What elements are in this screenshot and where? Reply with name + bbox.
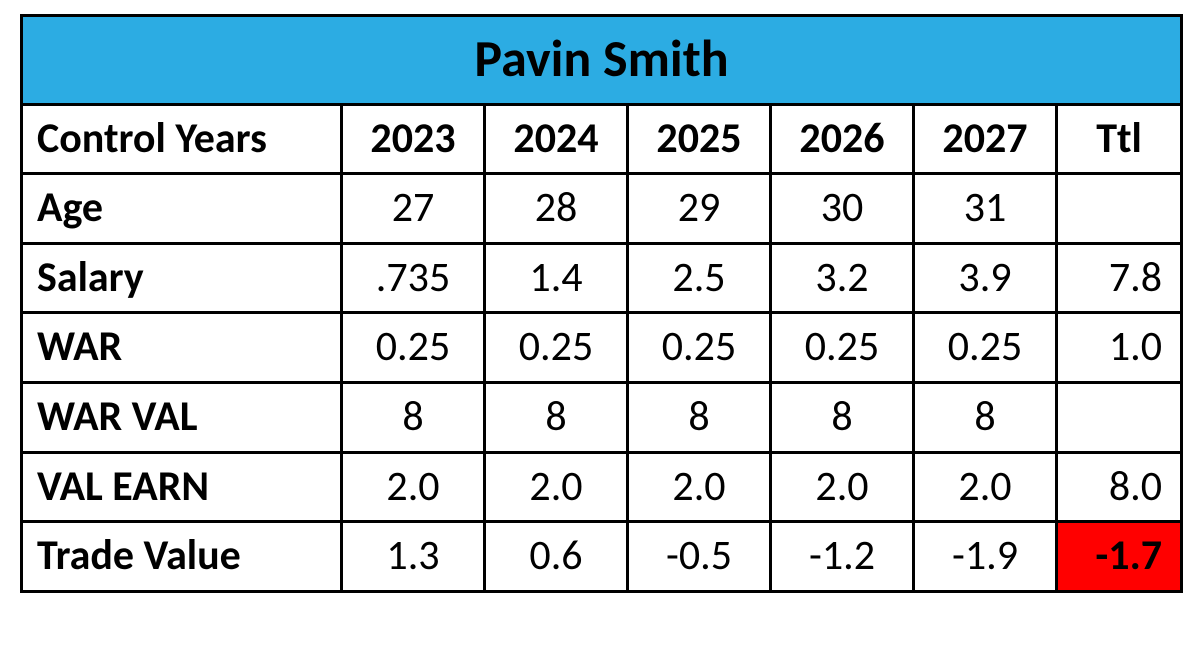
cell-value: 2.0 bbox=[342, 452, 485, 522]
row-val-earn: VAL EARN 2.0 2.0 2.0 2.0 2.0 8.0 bbox=[22, 452, 1182, 522]
cell-value: 1.4 bbox=[485, 243, 628, 313]
row-trade-value: Trade Value 1.3 0.6 -0.5 -1.2 -1.9 -1.7 bbox=[22, 522, 1182, 592]
cell-value: 2.0 bbox=[771, 452, 914, 522]
row-label: Trade Value bbox=[22, 522, 342, 592]
cell-value: 2.5 bbox=[628, 243, 771, 313]
cell-value: 2.0 bbox=[914, 452, 1057, 522]
trade-value-table: Pavin Smith Control Years 2023 2024 2025… bbox=[20, 14, 1183, 593]
header-year-2023: 2023 bbox=[342, 104, 485, 174]
header-row: Control Years 2023 2024 2025 2026 2027 T… bbox=[22, 104, 1182, 174]
row-label: WAR VAL bbox=[22, 382, 342, 452]
row-label: Salary bbox=[22, 243, 342, 313]
cell-value: 0.25 bbox=[914, 313, 1057, 383]
cell-value: 0.25 bbox=[771, 313, 914, 383]
cell-value: .735 bbox=[342, 243, 485, 313]
header-year-2024: 2024 bbox=[485, 104, 628, 174]
cell-value: 0.6 bbox=[485, 522, 628, 592]
cell-value: -0.5 bbox=[628, 522, 771, 592]
cell-total bbox=[1057, 382, 1182, 452]
cell-total: 7.8 bbox=[1057, 243, 1182, 313]
cell-total-highlight: -1.7 bbox=[1057, 522, 1182, 592]
header-year-2027: 2027 bbox=[914, 104, 1057, 174]
header-control-years: Control Years bbox=[22, 104, 342, 174]
cell-value: -1.9 bbox=[914, 522, 1057, 592]
cell-value: 8 bbox=[914, 382, 1057, 452]
cell-value: 30 bbox=[771, 174, 914, 244]
cell-value: 2.0 bbox=[485, 452, 628, 522]
cell-value: 28 bbox=[485, 174, 628, 244]
row-salary: Salary .735 1.4 2.5 3.2 3.9 7.8 bbox=[22, 243, 1182, 313]
cell-value: 3.9 bbox=[914, 243, 1057, 313]
row-label: WAR bbox=[22, 313, 342, 383]
cell-value: 8 bbox=[628, 382, 771, 452]
cell-value: 8 bbox=[771, 382, 914, 452]
cell-value: 31 bbox=[914, 174, 1057, 244]
row-age: Age 27 28 29 30 31 bbox=[22, 174, 1182, 244]
header-year-2025: 2025 bbox=[628, 104, 771, 174]
cell-value: -1.2 bbox=[771, 522, 914, 592]
cell-value: 0.25 bbox=[342, 313, 485, 383]
cell-value: 29 bbox=[628, 174, 771, 244]
row-war: WAR 0.25 0.25 0.25 0.25 0.25 1.0 bbox=[22, 313, 1182, 383]
row-label: Age bbox=[22, 174, 342, 244]
row-war-val: WAR VAL 8 8 8 8 8 bbox=[22, 382, 1182, 452]
cell-total: 8.0 bbox=[1057, 452, 1182, 522]
cell-total bbox=[1057, 174, 1182, 244]
cell-value: 8 bbox=[485, 382, 628, 452]
cell-value: 1.3 bbox=[342, 522, 485, 592]
title-row: Pavin Smith bbox=[22, 16, 1182, 105]
cell-value: 8 bbox=[342, 382, 485, 452]
cell-value: 2.0 bbox=[628, 452, 771, 522]
cell-value: 0.25 bbox=[485, 313, 628, 383]
row-label: VAL EARN bbox=[22, 452, 342, 522]
cell-value: 0.25 bbox=[628, 313, 771, 383]
player-name-title: Pavin Smith bbox=[22, 16, 1182, 105]
header-total: Ttl bbox=[1057, 104, 1182, 174]
header-year-2026: 2026 bbox=[771, 104, 914, 174]
cell-value: 27 bbox=[342, 174, 485, 244]
cell-total: 1.0 bbox=[1057, 313, 1182, 383]
cell-value: 3.2 bbox=[771, 243, 914, 313]
